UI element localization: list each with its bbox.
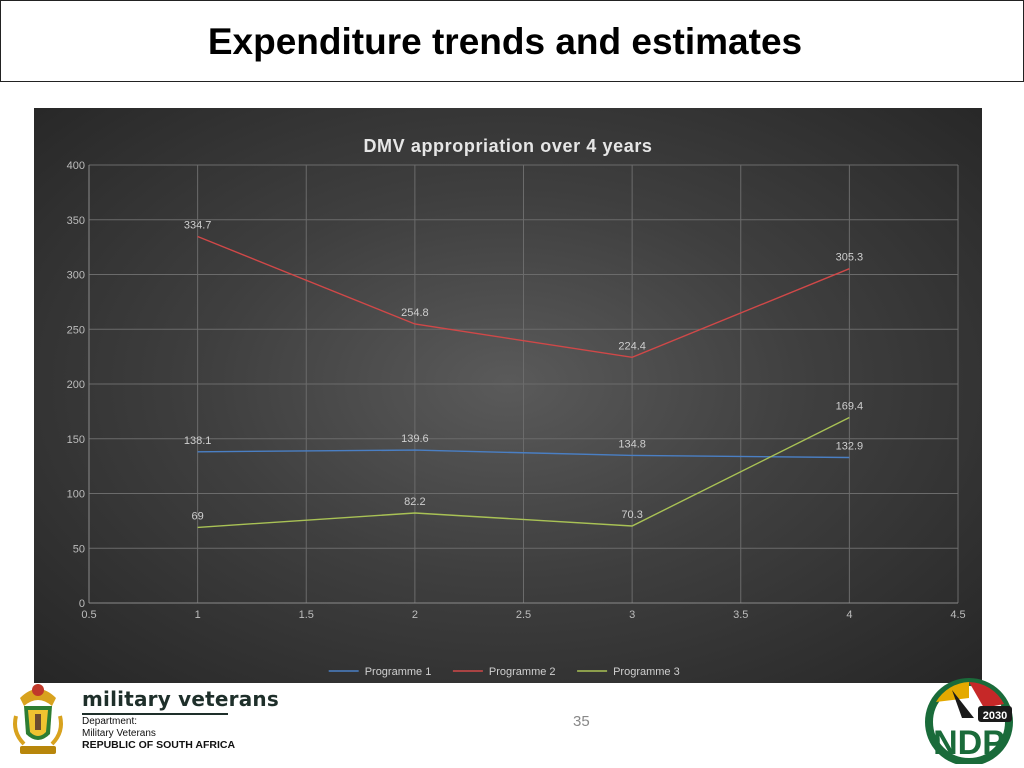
- coat-of-arms-icon: [13, 684, 63, 754]
- data-label: 334.7: [184, 220, 212, 232]
- data-label: 305.3: [836, 252, 864, 264]
- data-label: 254.8: [401, 307, 429, 319]
- series-lines: [197, 235, 850, 529]
- legend: Programme 1 Programme 2 Programme 3: [328, 666, 680, 678]
- x-tick-label: 3.5: [733, 609, 748, 621]
- line-chart-panel: DMV appropriation over 4 years 0 50 100 150…: [34, 108, 982, 683]
- ndp-year: 2030: [983, 710, 1007, 722]
- slide-title: Expenditure trends and estimates: [207, 21, 803, 62]
- slide-title-box: Expenditure trends and estimates: [0, 0, 1024, 82]
- coat-of-arms-logo: [13, 684, 63, 754]
- series-line-2: [197, 235, 850, 359]
- y-tick-label: 250: [67, 324, 85, 336]
- y-tick-label: 150: [67, 434, 85, 446]
- axis-ticks: 0 50 100 150 200 250 300 350 400 0.5 1 1.5 2 2.5 3 3.5 4…: [67, 160, 966, 621]
- data-label: 82.2: [404, 496, 425, 508]
- data-labels: 138.1 139.6 134.8 132.9 334.7 254.8 224.4 305.3…: [184, 220, 863, 523]
- data-label: 70.3: [621, 509, 642, 521]
- data-label: 134.8: [618, 438, 646, 450]
- brand-line-military-veterans: Military Veterans: [82, 728, 156, 739]
- x-tick-label: 2.5: [516, 609, 531, 621]
- ndp-logo-icon: [925, 678, 1013, 764]
- ndp-text: NDP: [933, 724, 1005, 762]
- y-tick-label: 100: [67, 489, 85, 501]
- legend-label-3: Programme 3: [613, 666, 680, 678]
- brand-name: military veterans: [82, 687, 279, 711]
- data-label: 139.6: [401, 433, 429, 445]
- y-tick-label: 200: [67, 379, 85, 391]
- y-tick-label: 50: [73, 543, 85, 555]
- y-tick-label: 400: [67, 160, 85, 172]
- brand-line-country: REPUBLIC OF SOUTH AFRICA: [82, 739, 236, 751]
- line-chart: DMV appropriation over 4 years 0 50 100 150…: [67, 136, 966, 678]
- brand-line-department: Department:: [82, 716, 138, 727]
- x-tick-label: 1.5: [299, 609, 314, 621]
- series-line-1: [197, 449, 850, 459]
- gridlines: [88, 164, 959, 604]
- y-tick-label: 350: [67, 215, 85, 227]
- page-number: 35: [573, 713, 590, 730]
- y-tick-label: 300: [67, 270, 85, 282]
- chart-title: DMV appropriation over 4 years: [363, 136, 652, 156]
- data-label: 138.1: [184, 435, 212, 447]
- y-tick-label: 0: [79, 598, 85, 610]
- x-tick-label: 4: [846, 609, 852, 621]
- x-tick-label: 0.5: [81, 609, 96, 621]
- x-tick-label: 3: [629, 609, 635, 621]
- data-label: 132.9: [836, 440, 864, 452]
- legend-label-1: Programme 1: [365, 666, 432, 678]
- x-tick-label: 1: [195, 609, 201, 621]
- ndp-2030-logo: 2030 NDP: [925, 678, 1013, 764]
- data-label: 224.4: [618, 340, 646, 352]
- data-label: 169.4: [836, 401, 864, 413]
- series-line-3: [197, 416, 850, 529]
- data-label: 69: [192, 510, 204, 522]
- x-tick-label: 4.5: [950, 609, 965, 621]
- brand-divider: [82, 713, 228, 715]
- x-tick-label: 2: [412, 609, 418, 621]
- legend-label-2: Programme 2: [489, 666, 556, 678]
